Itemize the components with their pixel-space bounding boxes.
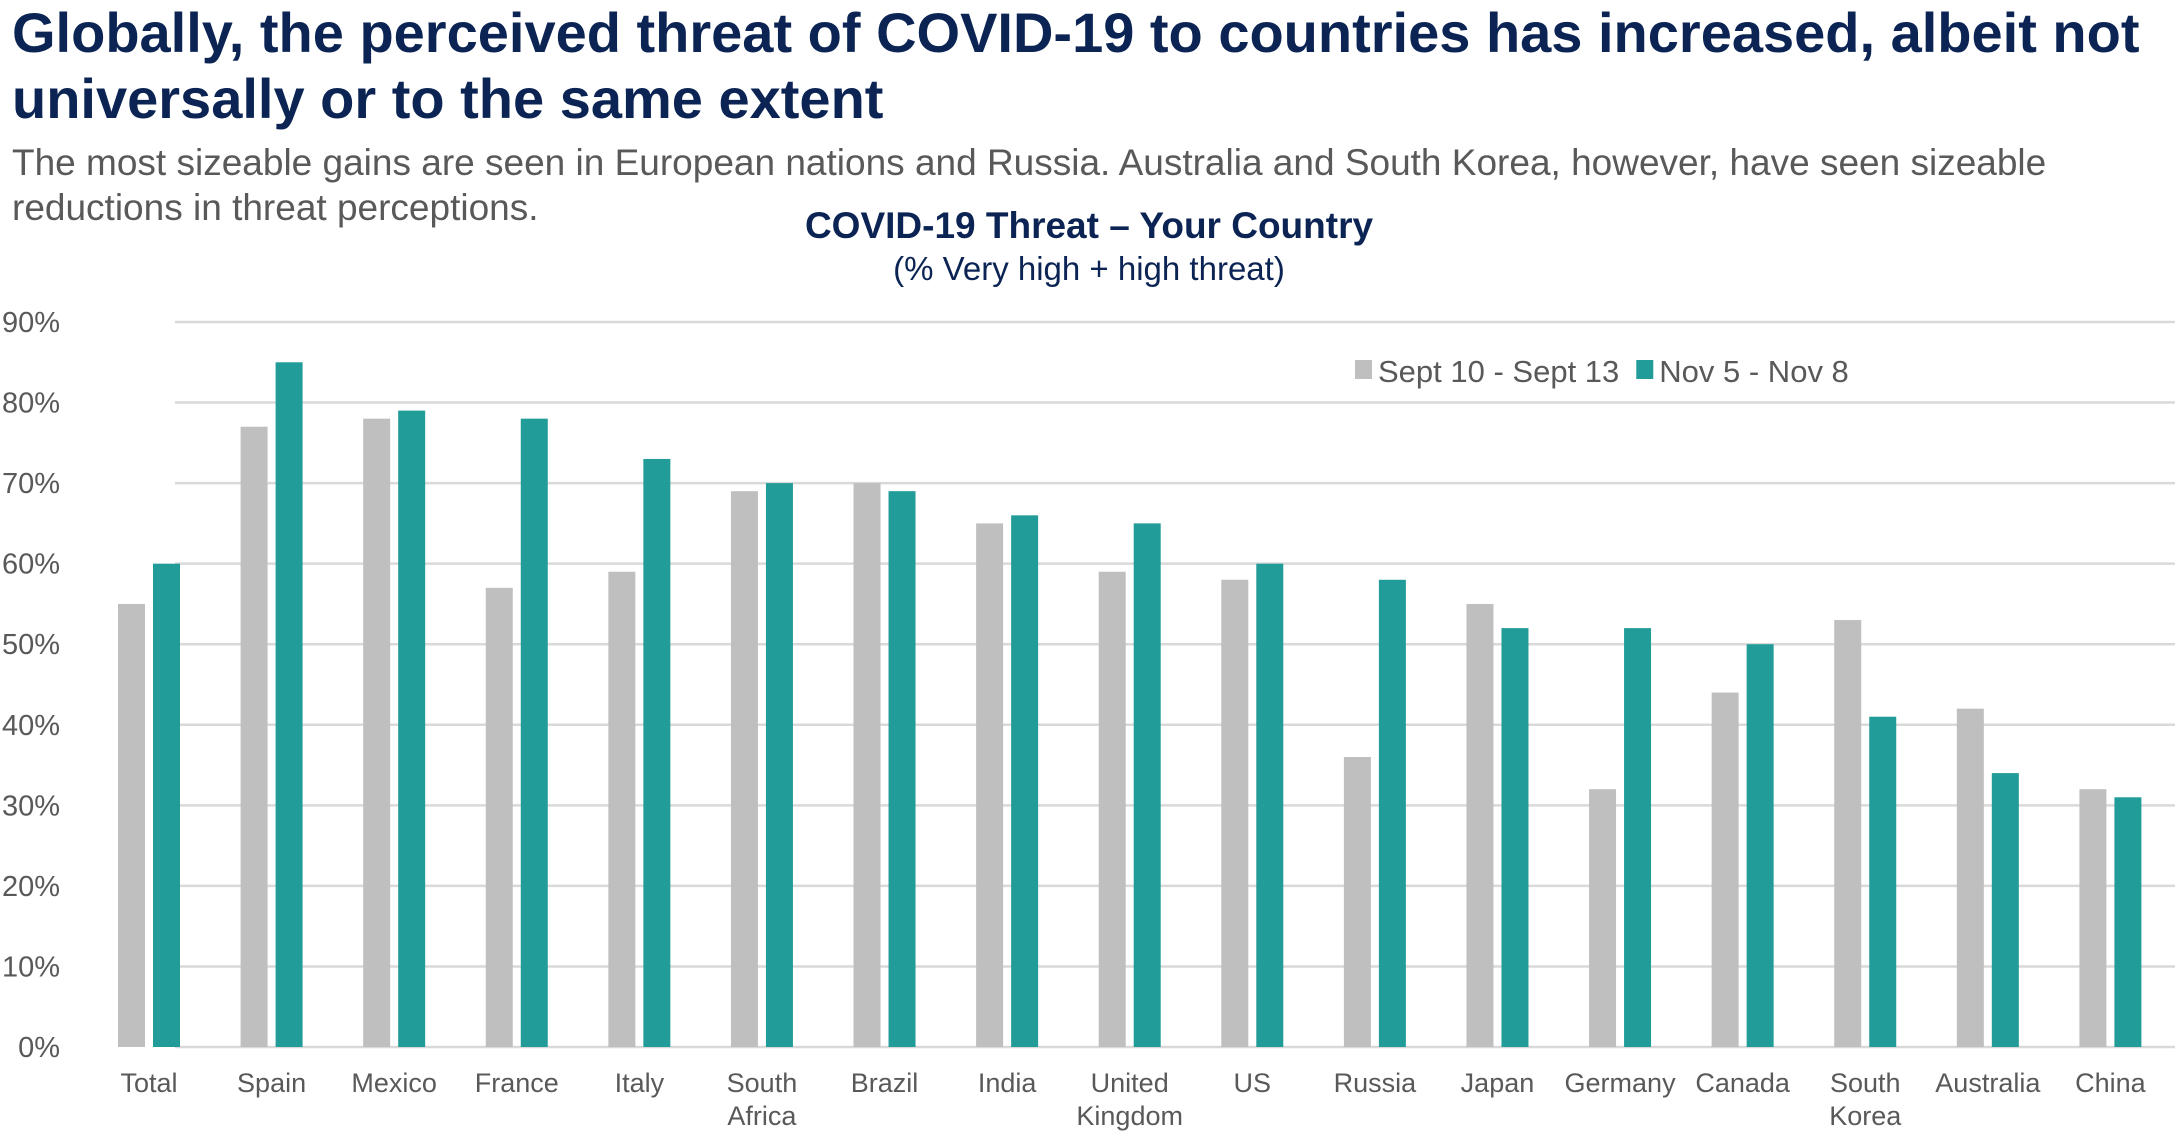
x-tick-label: Africa (727, 1101, 797, 1131)
bar-nov (1133, 523, 1161, 1047)
x-tick-label: Spain (237, 1068, 306, 1098)
bar-nov (153, 563, 180, 1047)
bar-nov (1746, 644, 1774, 1047)
x-tick-label: Total (120, 1068, 177, 1098)
x-tick-label: South (1830, 1068, 1901, 1098)
bar-sept (976, 523, 1004, 1047)
legend-label: Sept 10 - Sept 13 (1378, 354, 1619, 389)
bar-nov (1011, 515, 1039, 1047)
x-tick-label: South (727, 1068, 798, 1098)
bar-sept (853, 483, 881, 1048)
page-subtitle: The most sizeable gains are seen in Euro… (12, 142, 2047, 228)
y-tick-label: 80% (2, 388, 60, 420)
x-tick-label: Brazil (851, 1068, 919, 1098)
x-tick-label: Japan (1461, 1068, 1535, 1098)
x-tick-label: India (978, 1068, 1038, 1098)
bar-nov (765, 483, 793, 1048)
y-tick-label: 30% (2, 790, 60, 822)
bar-sept (1343, 757, 1371, 1047)
bar-nov (1378, 579, 1406, 1047)
bar-sept (240, 426, 268, 1047)
chart-title: COVID-19 Threat – Your Country (804, 205, 1374, 246)
bar-sept (1956, 708, 1984, 1047)
bar-nov (1624, 628, 1652, 1047)
chart-subtitle: (% Very high + high threat) (893, 250, 1285, 287)
x-tick-label: Mexico (351, 1068, 437, 1098)
y-tick-label: 0% (18, 1032, 60, 1064)
bar-nov (1869, 716, 1897, 1047)
legend-swatch (1355, 360, 1372, 379)
x-tick-label: China (2075, 1068, 2147, 1098)
bar-sept (118, 603, 145, 1047)
bar-sept (1711, 692, 1739, 1047)
bar-nov (520, 418, 548, 1048)
bar-nov (1501, 628, 1529, 1047)
x-tick-label: Russia (1334, 1068, 1418, 1098)
bar-nov (2114, 797, 2142, 1047)
bar-nov (275, 362, 303, 1047)
page-title: Globally, the perceived threat of COVID-… (12, 1, 2140, 130)
bar-nov (1256, 563, 1284, 1047)
bar-sept (1466, 603, 1494, 1047)
bar-sept (1589, 789, 1617, 1047)
x-tick-label: Italy (615, 1068, 665, 1098)
legend-label: Nov 5 - Nov 8 (1659, 354, 1849, 389)
bar-sept (2079, 789, 2107, 1047)
y-tick-label: 40% (2, 710, 60, 742)
y-tick-label: 90% (2, 307, 60, 339)
x-tick-label: Kingdom (1076, 1101, 1183, 1131)
x-tick-label: Canada (1695, 1068, 1791, 1098)
x-tick-label: Australia (1935, 1068, 2041, 1098)
y-tick-label: 10% (2, 951, 60, 983)
x-tick-label: Germany (1565, 1068, 1677, 1098)
bar-sept (1098, 571, 1126, 1047)
bar-nov (643, 458, 671, 1047)
x-tick-label: France (475, 1068, 559, 1098)
legend-swatch (1636, 360, 1654, 379)
bar-sept (730, 491, 758, 1048)
y-tick-label: 70% (2, 468, 60, 500)
bar-sept (363, 418, 391, 1048)
y-tick-label: 60% (2, 549, 60, 581)
x-tick-label: Korea (1829, 1101, 1902, 1131)
bar-sept (608, 571, 636, 1047)
bar-nov (888, 491, 916, 1048)
bar-sept (1834, 620, 1862, 1047)
bar-sept (1221, 579, 1249, 1047)
y-tick-label: 20% (2, 871, 60, 903)
bar-nov (1991, 773, 2019, 1047)
bar-nov (398, 410, 426, 1048)
bar-sept (485, 587, 513, 1047)
x-tick-label: US (1234, 1068, 1272, 1098)
y-tick-label: 50% (2, 629, 60, 661)
x-tick-label: United (1091, 1068, 1169, 1098)
